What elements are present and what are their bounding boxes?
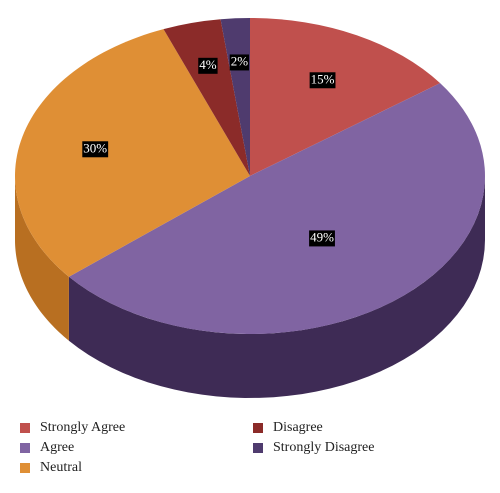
data-label-box	[82, 141, 109, 158]
legend-swatch	[253, 423, 263, 433]
legend-swatch	[20, 463, 30, 473]
slice-side	[15, 176, 69, 341]
legend-swatch	[20, 443, 30, 453]
data-label-box	[309, 72, 336, 89]
slice	[250, 18, 441, 176]
data-label: 4%	[198, 57, 218, 74]
data-label-text: 4%	[199, 57, 217, 72]
slice-side	[68, 176, 486, 398]
legend-label: Strongly Agree	[40, 420, 125, 435]
legend-label: Agree	[40, 440, 74, 455]
legend-swatch	[253, 443, 263, 453]
slice	[163, 19, 250, 176]
data-label: 30%	[82, 140, 109, 158]
data-label: 2%	[229, 53, 250, 71]
data-label-box	[229, 54, 250, 71]
slice	[68, 83, 485, 334]
data-label-text: 15%	[311, 71, 335, 86]
data-label: 49%	[309, 229, 335, 247]
data-label-box	[198, 57, 218, 74]
legend-label: Strongly Disagree	[273, 440, 374, 455]
slice	[14, 29, 250, 277]
legend-label: Neutral	[40, 460, 82, 475]
legend-swatch	[20, 423, 30, 433]
data-label: 15%	[309, 71, 336, 89]
data-label-text: 49%	[310, 229, 334, 244]
legend-label: Disagree	[273, 420, 323, 435]
data-label-text: 30%	[83, 140, 107, 155]
data-label-text: 2%	[231, 53, 249, 68]
data-label-box	[309, 230, 335, 247]
